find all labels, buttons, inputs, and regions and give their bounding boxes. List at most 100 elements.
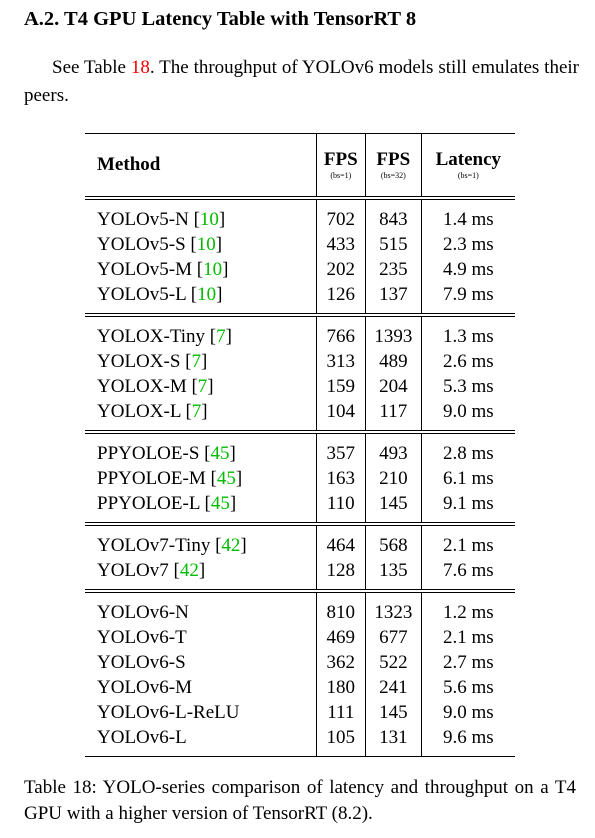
latency-cell: 9.1 ms (442, 493, 494, 514)
row: YOLOX-M [7] 159 204 5.3 ms (85, 374, 515, 399)
fps1-cell: 104 (316, 399, 367, 432)
fps1-cell: 810 (316, 591, 367, 625)
method: YOLOX-L (97, 401, 181, 422)
row: YOLOv6-M 180 241 5.6 ms (85, 675, 515, 700)
citation-link[interactable]: 7 (191, 401, 202, 422)
citation-link[interactable]: 7 (197, 376, 208, 397)
header-cell: FPS (bs=1) (316, 133, 367, 200)
latency-cell: 2.3 ms (442, 234, 494, 255)
citation-link[interactable]: 42 (221, 535, 241, 556)
method: YOLOv6-L-ReLU (97, 702, 240, 723)
latency-cell: 7.9 ms (442, 284, 494, 305)
method-cell: YOLOX-M [7] (85, 374, 317, 399)
fps32-cell: 1323 (365, 591, 422, 625)
method-cell: YOLOv7-Tiny [42] (85, 524, 317, 558)
method-cell: PPYOLOE-M [45] (85, 466, 317, 491)
fps32-cell: 522 (365, 650, 422, 675)
method: YOLOv6-N (97, 602, 189, 623)
latency-cell: 9.6 ms (442, 727, 494, 748)
row: PPYOLOE-M [45] 163 210 6.1 ms (85, 466, 515, 491)
citation-link[interactable]: 10 (199, 209, 219, 230)
citation-link[interactable]: 45 (216, 468, 236, 489)
fps1-cell: 469 (316, 625, 367, 650)
method-cell: YOLOv5-L [10] (85, 282, 317, 315)
latency-cell: 1.3 ms (442, 326, 494, 347)
fps1-cell: 111 (316, 700, 367, 725)
citation-link[interactable]: 7 (216, 326, 226, 347)
citation-link[interactable]: 45 (210, 493, 230, 514)
latency-cell: 6.1 ms (442, 468, 494, 489)
fps32-cell: 135 (365, 558, 422, 591)
row: YOLOX-L [7] 104 117 9.0 ms (85, 399, 515, 432)
citation-link[interactable]: 10 (203, 259, 223, 280)
citation: [45] (210, 468, 243, 489)
method: YOLOX-Tiny (97, 326, 206, 347)
citation-link[interactable]: 45 (210, 443, 230, 464)
latency-cell: 1.2 ms (442, 602, 494, 623)
header-sub: (bs=32) (380, 171, 406, 180)
method: YOLOv7-Tiny (97, 535, 211, 556)
header-cell: Method (85, 133, 317, 200)
method-cell: PPYOLOE-L [45] (85, 491, 317, 524)
method: YOLOX-S (97, 351, 181, 372)
header-label: FPS (323, 149, 358, 170)
fps1-cell: 159 (316, 374, 367, 399)
method-cell: YOLOv6-L-ReLU (85, 700, 317, 725)
row: PPYOLOE-S [45] 357 493 2.8 ms (85, 432, 515, 466)
method-cell: YOLOv7 [42] (85, 558, 317, 591)
fps32-cell: 145 (365, 700, 422, 725)
citation-link[interactable]: 7 (191, 351, 201, 372)
table-link[interactable]: 18 (130, 57, 150, 78)
citation: [10] (190, 284, 223, 305)
latency-cell: 5.3 ms (442, 376, 494, 397)
row: YOLOv5-S [10] 433 515 2.3 ms (85, 232, 515, 257)
latency-cell: 9.0 ms (442, 702, 494, 723)
caption: Table 18: YOLO-series comparison of late… (24, 777, 576, 824)
fps1-cell: 702 (316, 198, 367, 232)
method-cell: YOLOv5-N [10] (85, 198, 317, 232)
method: YOLOv5-M (97, 259, 192, 280)
row-group: YOLOv5-N [10] 702 843 1.4 ms YOLOv5-S [10] 43… (85, 198, 515, 315)
fps32-cell: 677 (365, 625, 422, 650)
fps1-cell: 105 (316, 725, 367, 757)
row: YOLOv5-M [10] 202 235 4.9 ms (85, 257, 515, 282)
citation: [10] (196, 259, 229, 280)
citation: [7] (185, 351, 208, 372)
method: PPYOLOE-L (97, 493, 200, 514)
latency-cell: 4.9 ms (442, 259, 494, 280)
fps32-cell: 493 (365, 432, 422, 466)
row: YOLOX-S [7] 313 489 2.6 ms (85, 349, 515, 374)
row-group: YOLOX-Tiny [7] 766 1393 1.3 ms YOLOX-S [7] 31… (85, 315, 515, 432)
method: YOLOv5-S (97, 234, 186, 255)
row-group: YOLOv7-Tiny [42] 464 568 2.1 ms YOLOv7 [42] 1… (85, 524, 515, 591)
latency-cell: 1.4 ms (442, 209, 494, 230)
latency-cell: 2.6 ms (442, 351, 494, 372)
fps32-cell: 204 (365, 374, 422, 399)
citation: [7] (209, 326, 232, 347)
method: YOLOX-M (97, 376, 187, 397)
citation: [7] (185, 401, 208, 422)
fps1-cell: 128 (316, 558, 367, 591)
method-cell: YOLOv6-T (85, 625, 317, 650)
method: YOLOv7 (97, 560, 169, 581)
latency-cell: 5.6 ms (442, 677, 494, 698)
row: YOLOv5-L [10] 126 137 7.9 ms (85, 282, 515, 315)
citation-link[interactable]: 10 (197, 284, 217, 305)
fps32-cell: 843 (365, 198, 422, 232)
row: YOLOv6-N 810 1323 1.2 ms (85, 591, 515, 625)
fps32-cell: 145 (365, 491, 422, 524)
row: YOLOv6-L 105 131 9.6 ms (85, 725, 515, 757)
citation: [45] (204, 443, 236, 464)
row: YOLOv6-S 362 522 2.7 ms (85, 650, 515, 675)
fps32-cell: 131 (365, 725, 422, 757)
row: YOLOv6-L-ReLU 111 145 9.0 ms (85, 700, 515, 725)
citation-link[interactable]: 42 (179, 560, 199, 581)
citation: [7] (191, 376, 214, 397)
method: YOLOv6-S (97, 652, 186, 673)
row: PPYOLOE-L [45] 110 145 9.1 ms (85, 491, 515, 524)
row-group: PPYOLOE-S [45] 357 493 2.8 ms PPYOLOE-M [45]… (85, 432, 515, 524)
citation-link[interactable]: 10 (196, 234, 216, 255)
method-cell: YOLOv6-L (85, 725, 317, 757)
latency-cell: 2.1 ms (442, 535, 494, 556)
header-label: Method (97, 154, 161, 175)
